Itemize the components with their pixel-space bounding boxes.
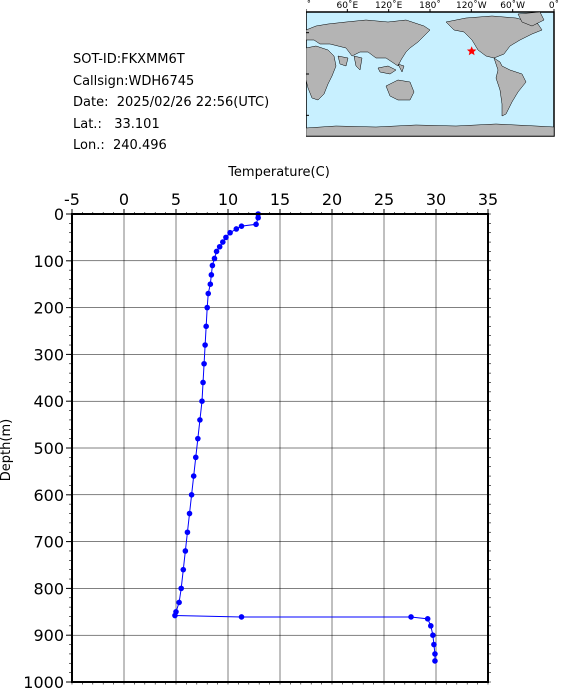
y-tick-label: 700: [33, 533, 64, 552]
profile-point: [205, 290, 212, 297]
x-tick-label: -5: [64, 190, 80, 209]
profile-point: [190, 473, 197, 479]
x-tick-label: 35: [478, 190, 498, 209]
profile-point: [233, 226, 240, 232]
profile-point: [208, 272, 215, 278]
sot-id-value: FKXMM6T: [121, 52, 185, 67]
profile-point: [255, 214, 261, 221]
x-tick-label: 10: [218, 190, 238, 209]
profile-point: [209, 262, 216, 269]
lon-line: Lon.: 240.496: [73, 138, 167, 153]
location-star-marker: [466, 46, 477, 56]
map-top-tick-label: 60˚E: [337, 0, 359, 11]
profile-point: [178, 585, 184, 592]
profile-point: [197, 417, 203, 423]
profile-point: [253, 221, 259, 228]
profile-point: [182, 548, 189, 554]
y-tick-label: 800: [33, 579, 64, 598]
date-line: Date: 2025/02/26 22:56(UTC): [73, 95, 269, 110]
map-land: [306, 11, 555, 137]
profile-point: [203, 323, 209, 330]
profile-point: [199, 398, 205, 404]
profile-point: [227, 229, 233, 236]
grid-layer: [71, 213, 489, 683]
x-tick-label: 30: [426, 190, 446, 209]
x-tick-label: 5: [171, 190, 181, 209]
profile-point: [211, 255, 218, 262]
profile-point: [188, 492, 195, 498]
map-top-tick-label: 0˚: [549, 0, 559, 11]
profile-point: [424, 616, 431, 622]
profile-point: [213, 248, 220, 255]
y-tick-label: 300: [33, 345, 64, 364]
map-marker-layer: [466, 46, 477, 56]
profile-point: [192, 454, 199, 461]
profile-point: [195, 435, 201, 442]
profile-point: [216, 243, 223, 250]
y-axis-title: Depth(m): [0, 419, 14, 481]
profile-point: [238, 614, 245, 620]
lat-line: Lat.: 33.101: [73, 117, 160, 132]
y-tick-label: 100: [33, 252, 64, 271]
y-tick-label: 500: [33, 439, 64, 458]
map-top-tick-label: 60˚W: [500, 0, 525, 11]
temperature-depth-chart: Temperature(C) Depth(m) -5 0 5 10 15 20 25 30 35…: [0, 165, 498, 690]
y-tick-label: 900: [33, 626, 64, 645]
lat-value: 33.101: [114, 117, 160, 132]
x-tick-label: 0: [119, 190, 129, 209]
map-top-ticks: 0˚ 60˚E 120˚E 180˚ 120˚W 60˚W 0˚: [306, 0, 559, 12]
y-tick-label: 200: [33, 299, 64, 318]
profile-point: [201, 360, 207, 367]
profile-point: [408, 614, 414, 620]
map-top-tick-label: 120˚W: [456, 0, 487, 11]
profile-point: [428, 623, 434, 629]
location-map: 0˚ 60˚E 120˚E 180˚ 120˚W 60˚W 0˚ 60˚N0˚60˚S: [306, 0, 559, 137]
date-value: 2025/02/26 22:56(UTC): [116, 95, 270, 110]
lon-label: Lon.:: [73, 138, 105, 153]
callsign-label: Callsign:: [73, 74, 129, 89]
x-tick-label: 25: [374, 190, 394, 209]
callsign-value: WDH6745: [128, 74, 195, 89]
profile-point: [172, 612, 178, 619]
profile-point: [184, 529, 191, 536]
plot-frame: [71, 213, 489, 683]
profile-point: [180, 566, 187, 573]
map-left-ticks: 60˚N0˚60˚S: [306, 32, 309, 116]
y-tick-label: 400: [33, 392, 64, 411]
lat-label: Lat.:: [73, 117, 102, 132]
y-tick-label: 1000: [23, 673, 64, 690]
profile-point: [431, 641, 437, 648]
profile-line: [174, 214, 436, 661]
profile-point: [207, 281, 214, 287]
x-tick-label: 20: [322, 190, 342, 209]
profile-point: [430, 632, 436, 638]
map-top-tick-label: 120˚E: [375, 0, 403, 11]
profile-point: [186, 510, 193, 517]
date-label: Date:: [73, 95, 109, 110]
profile-point: [204, 304, 210, 311]
x-axis-title: Temperature(C): [227, 165, 330, 180]
profile-point: [200, 379, 206, 386]
sot-id-line: SOT-ID:FKXMM6T: [73, 52, 185, 67]
profile-point: [223, 234, 229, 241]
profile-point: [432, 658, 438, 664]
profile-point: [432, 651, 438, 657]
lon-value: 240.496: [113, 138, 167, 153]
sot-id-label: SOT-ID:: [73, 52, 122, 67]
map-top-tick-label: 0˚: [306, 0, 311, 11]
profile-point: [238, 223, 245, 229]
map-top-tick-label: 180˚: [419, 0, 441, 11]
y-tick-label: 0: [54, 205, 64, 224]
profile-point: [220, 239, 226, 245]
tick-layer: -5 0 5 10 15 20 25 30 35010020030040050060070080…: [23, 190, 498, 690]
profile-point: [176, 599, 182, 606]
callsign-line: Callsign:WDH6745: [73, 74, 194, 89]
x-tick-label: 15: [270, 190, 290, 209]
series-layer: [172, 211, 438, 664]
y-tick-label: 600: [33, 486, 64, 505]
profile-point: [202, 342, 208, 348]
